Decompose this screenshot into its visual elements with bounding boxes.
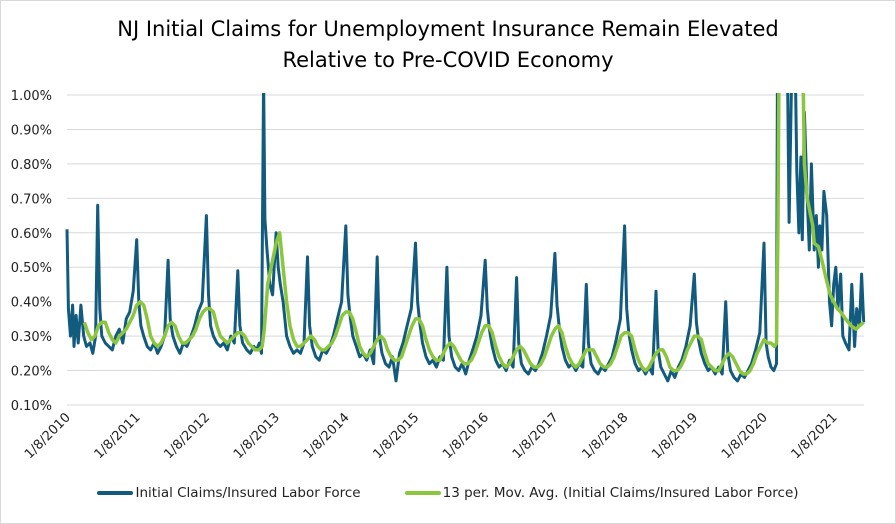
series-line-moving-average — [82, 93, 865, 376]
y-tick-label: 1.00% — [11, 89, 52, 104]
y-tick-label: 0.40% — [11, 296, 52, 311]
legend-item-initial-claims: Initial Claims/Insured Labor Force — [97, 485, 361, 501]
x-tick-label: 1/8/2011 — [92, 410, 144, 462]
y-tick-label: 0.20% — [11, 365, 52, 380]
y-tick-label: 0.50% — [11, 261, 52, 276]
y-tick-label: 0.30% — [11, 330, 52, 345]
legend-swatch-moving-average — [404, 491, 441, 495]
y-tick-label: 0.10% — [11, 399, 52, 414]
y-tick-label: 0.60% — [11, 227, 52, 242]
series-layer — [65, 93, 866, 383]
y-tick-label: 0.70% — [11, 192, 52, 207]
y-tick-label: 0.90% — [11, 123, 52, 138]
x-tick-label: 1/8/2021 — [789, 410, 841, 462]
legend-item-moving-average: 13 per. Mov. Avg. (Initial Claims/Insure… — [404, 485, 799, 501]
series-line-initial-claims — [65, 93, 866, 383]
gridlines — [67, 94, 864, 406]
x-axis-ticks: 1/8/2010 1/8/2011 1/8/2012 1/8/2013 1/8/2014… — [22, 410, 841, 462]
x-tick-label: 1/8/2015 — [370, 410, 422, 462]
chart-title: NJ Initial Claims for Unemployment Insur… — [0, 14, 896, 76]
legend: Initial Claims/Insured Labor Force 13 pe… — [0, 485, 896, 501]
x-tick-label: 1/8/2016 — [440, 410, 492, 462]
legend-swatch-initial-claims — [97, 491, 134, 495]
x-tick-label: 1/8/2013 — [231, 410, 283, 462]
y-tick-label: 0.80% — [11, 158, 52, 173]
x-tick-label: 1/8/2018 — [580, 410, 632, 462]
chart-title-line-2: Relative to Pre-COVID Economy — [282, 48, 614, 72]
x-tick-label: 1/8/2020 — [719, 410, 771, 462]
x-tick-label: 1/8/2010 — [22, 410, 74, 462]
x-tick-label: 1/8/2014 — [301, 410, 353, 462]
x-tick-label: 1/8/2019 — [649, 410, 701, 462]
legend-label-moving-average: 13 per. Mov. Avg. (Initial Claims/Insure… — [442, 485, 799, 501]
x-tick-label: 1/8/2012 — [161, 410, 213, 462]
legend-label-initial-claims: Initial Claims/Insured Labor Force — [135, 485, 361, 501]
chart-title-line-1: NJ Initial Claims for Unemployment Insur… — [117, 17, 779, 41]
y-axis-ticks: 0.10% 0.20% 0.30% 0.40% 0.50% 0.60% 0.70% 0.80%… — [11, 89, 52, 414]
x-tick-label: 1/8/2017 — [510, 410, 562, 462]
